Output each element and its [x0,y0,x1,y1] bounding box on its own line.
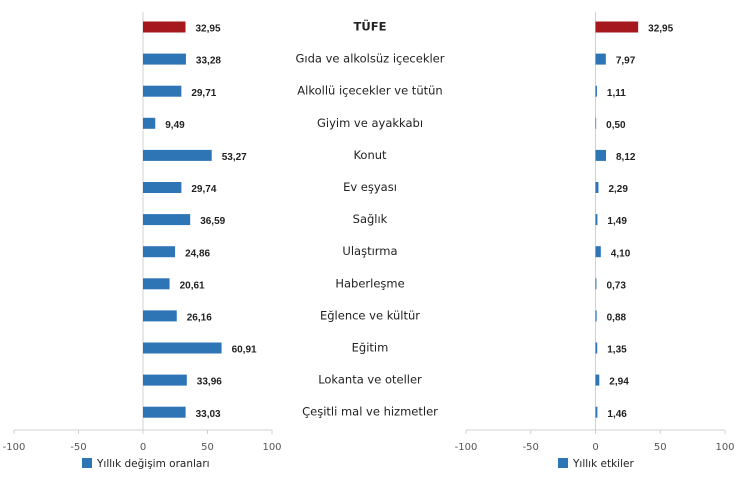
value-label: 33,28 [196,56,221,67]
category-label: Eğitim [352,341,389,355]
bar [143,310,177,322]
bar [595,21,639,33]
x-tick-label: -50 [70,442,86,453]
x-tick-label: -100 [455,442,478,453]
x-tick-label: 50 [201,442,214,453]
value-label: 0,73 [606,280,626,291]
x-tick-label: 100 [262,442,281,453]
value-label: 2,94 [609,377,629,388]
x-tick-label: -100 [3,442,26,453]
category-label: Gıda ve alkolsüz içecekler [296,52,445,66]
value-label: 33,03 [196,409,221,420]
bar [595,246,601,258]
value-label: 0,50 [606,120,626,131]
bar [143,342,222,354]
value-label: 29,71 [191,88,216,99]
bar [595,406,598,418]
value-label: 1,46 [607,409,627,420]
bar [595,310,597,322]
x-tick-label: -50 [523,442,539,453]
value-label: 33,96 [197,377,222,388]
value-label: 36,59 [200,216,225,227]
bar [143,85,182,97]
value-label: 32,95 [648,24,673,35]
legend-swatch [82,458,92,468]
bar [143,374,187,386]
value-label: 20,61 [180,280,205,291]
category-label: Eğlence ve kültür [320,308,420,322]
value-label: 26,16 [187,313,212,324]
value-label: 1,35 [607,345,627,356]
bar [595,374,600,386]
x-tick-label: 100 [715,442,734,453]
value-label: 1,11 [607,88,626,99]
category-label: TÜFE [354,19,387,34]
value-label: 24,86 [185,248,210,259]
category-label: Giyim ve ayakkabı [317,116,423,130]
category-label: Sağlık [353,212,388,226]
bar [143,53,186,65]
category-label: Ulaştırma [342,244,397,258]
bar [143,182,182,193]
bar [143,278,170,290]
category-label: Lokanta ve oteller [318,373,422,387]
value-label: 8,12 [616,152,636,163]
category-label: Alkollü içecekler ve tütün [297,84,442,98]
value-label: 4,10 [611,248,631,259]
bar [143,21,186,33]
x-tick-label: 0 [592,442,598,453]
bar [143,214,191,226]
bar [143,406,186,418]
value-label: 29,74 [191,184,216,195]
bar [143,117,156,129]
value-label: 7,97 [616,56,636,67]
bar [595,53,606,65]
value-label: 53,27 [222,152,247,163]
category-label: Konut [353,148,387,162]
legend-label: Yıllık etkiler [572,458,634,470]
category-label: Haberleşme [335,276,404,290]
bar [595,342,598,354]
legend-label: Yıllık değişim oranları [96,458,210,470]
x-tick-label: 0 [140,442,146,453]
value-label: 2,29 [608,184,628,195]
x-tick-label: 50 [654,442,667,453]
bar [595,182,599,193]
legend-swatch [558,458,568,468]
bar [595,278,597,290]
value-label: 1,49 [607,216,627,227]
value-label: 32,95 [196,24,221,35]
value-label: 0,88 [607,313,627,324]
bar [595,214,598,226]
value-label: 9,49 [165,120,185,131]
bar [595,149,607,161]
bar [595,117,597,129]
bar [143,149,212,161]
category-label: Ev eşyası [343,180,397,194]
bar [143,246,176,258]
bar [595,85,597,97]
category-label: Çeşitli mal ve hizmetler [302,405,438,419]
value-label: 60,91 [232,345,257,356]
